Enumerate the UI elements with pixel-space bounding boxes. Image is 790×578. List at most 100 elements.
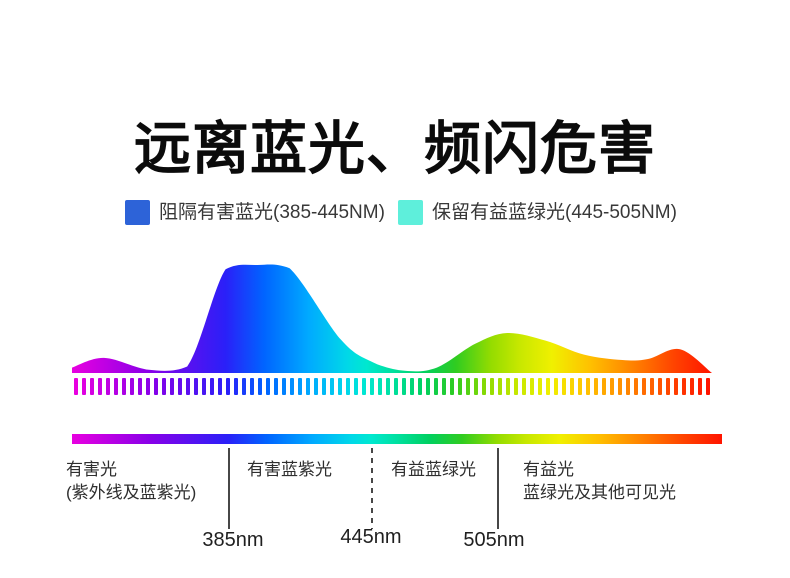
barcode-tick — [578, 378, 582, 395]
legend-label: 保留有益蓝绿光(445-505NM) — [432, 202, 677, 223]
barcode-tick — [74, 378, 78, 395]
barcode-tick — [426, 378, 430, 395]
barcode-tick — [642, 378, 646, 395]
barcode-tick — [122, 378, 126, 395]
barcode-tick — [178, 378, 182, 395]
barcode-tick — [338, 378, 342, 395]
barcode-tick — [538, 378, 542, 395]
barcode-tick — [306, 378, 310, 395]
band-label-harmful-blue-violet: 有害蓝紫光 — [247, 458, 332, 481]
barcode-tick — [378, 378, 382, 395]
barcode-tick — [386, 378, 390, 395]
barcode-tick — [218, 378, 222, 395]
barcode-tick — [418, 378, 422, 395]
marker-line-445nm — [371, 448, 373, 529]
barcode-tick — [130, 378, 134, 395]
barcode-tick — [330, 378, 334, 395]
barcode-tick — [186, 378, 190, 395]
barcode-tick — [210, 378, 214, 395]
marker-line-505nm — [497, 448, 499, 529]
barcode-tick — [650, 378, 654, 395]
barcode-tick — [450, 378, 454, 395]
barcode-tick — [282, 378, 286, 395]
legend-swatch-cyan — [398, 200, 423, 225]
barcode-tick — [394, 378, 398, 395]
barcode-tick — [290, 378, 294, 395]
barcode-tick — [234, 378, 238, 395]
legend-swatch-blue — [125, 200, 150, 225]
barcode-tick — [506, 378, 510, 395]
spectrum-curve — [72, 264, 712, 373]
barcode-tick — [562, 378, 566, 395]
barcode-tick — [618, 378, 622, 395]
wavelength-label-385nm: 385nm — [202, 529, 264, 551]
band-label-beneficial-light: 有益光 蓝绿光及其他可见光 — [523, 458, 676, 504]
barcode-tick — [346, 378, 350, 395]
barcode-tick — [466, 378, 470, 395]
barcode-tick — [194, 378, 198, 395]
legend: 阻隔有害蓝光(385-445NM) 保留有益蓝绿光(445-505NM) — [0, 200, 790, 226]
band-label-line: 蓝绿光及其他可见光 — [523, 483, 676, 502]
band-label-beneficial-blue-green: 有益蓝绿光 — [391, 458, 476, 481]
barcode-tick — [610, 378, 614, 395]
band-label-line: 有害蓝紫光 — [247, 460, 332, 479]
band-label-line: 有益光 — [523, 460, 574, 479]
band-label-line: (紫外线及蓝紫光) — [66, 483, 197, 502]
wavelength-label-445nm: 445nm — [340, 526, 402, 548]
barcode-tick — [626, 378, 630, 395]
barcode-tick — [530, 378, 534, 395]
barcode-tick — [434, 378, 438, 395]
barcode-tick — [106, 378, 110, 395]
barcode-tick — [706, 378, 710, 395]
barcode-tick — [498, 378, 502, 395]
barcode-tick — [634, 378, 638, 395]
barcode-tick — [138, 378, 142, 395]
barcode-tick — [458, 378, 462, 395]
barcode-tick — [266, 378, 270, 395]
barcode-tick — [522, 378, 526, 395]
barcode-tick — [474, 378, 478, 395]
barcode-tick — [602, 378, 606, 395]
barcode-tick — [242, 378, 246, 395]
barcode-tick — [314, 378, 318, 395]
wavelength-label-505nm: 505nm — [463, 529, 525, 551]
marker-line-385nm — [228, 448, 230, 529]
spectrum-gradient-bar — [72, 434, 722, 444]
barcode-tick — [258, 378, 262, 395]
barcode-tick — [482, 378, 486, 395]
barcode-tick — [146, 378, 150, 395]
barcode-tick — [250, 378, 254, 395]
barcode-tick — [658, 378, 662, 395]
barcode-tick — [202, 378, 206, 395]
barcode-tick — [546, 378, 550, 395]
barcode-tick — [410, 378, 414, 395]
barcode-tick — [298, 378, 302, 395]
barcode-tick — [274, 378, 278, 395]
barcode-tick — [490, 378, 494, 395]
barcode-tick — [154, 378, 158, 395]
barcode-tick — [162, 378, 166, 395]
barcode-tick — [98, 378, 102, 395]
page-title: 远离蓝光、频闪危害 — [134, 117, 656, 181]
barcode-tick — [226, 378, 230, 395]
barcode-tick — [666, 378, 670, 395]
barcode-tick — [354, 378, 358, 395]
barcode-tick — [370, 378, 374, 395]
barcode-tick — [514, 378, 518, 395]
barcode-tick — [442, 378, 446, 395]
barcode-tick — [690, 378, 694, 395]
barcode-tick — [698, 378, 702, 395]
barcode-tick — [90, 378, 94, 395]
spectrum-barcode-ticks — [74, 378, 711, 395]
band-label-line: 有害光 — [66, 460, 117, 479]
barcode-tick — [114, 378, 118, 395]
barcode-tick — [674, 378, 678, 395]
barcode-tick — [682, 378, 686, 395]
legend-item-block-harmful-blue: 阻隔有害蓝光(385-445NM) — [125, 200, 385, 225]
legend-item-keep-beneficial-cyan: 保留有益蓝绿光(445-505NM) — [398, 200, 677, 225]
barcode-tick — [594, 378, 598, 395]
band-label-line: 有益蓝绿光 — [391, 460, 476, 479]
barcode-tick — [82, 378, 86, 395]
barcode-tick — [402, 378, 406, 395]
